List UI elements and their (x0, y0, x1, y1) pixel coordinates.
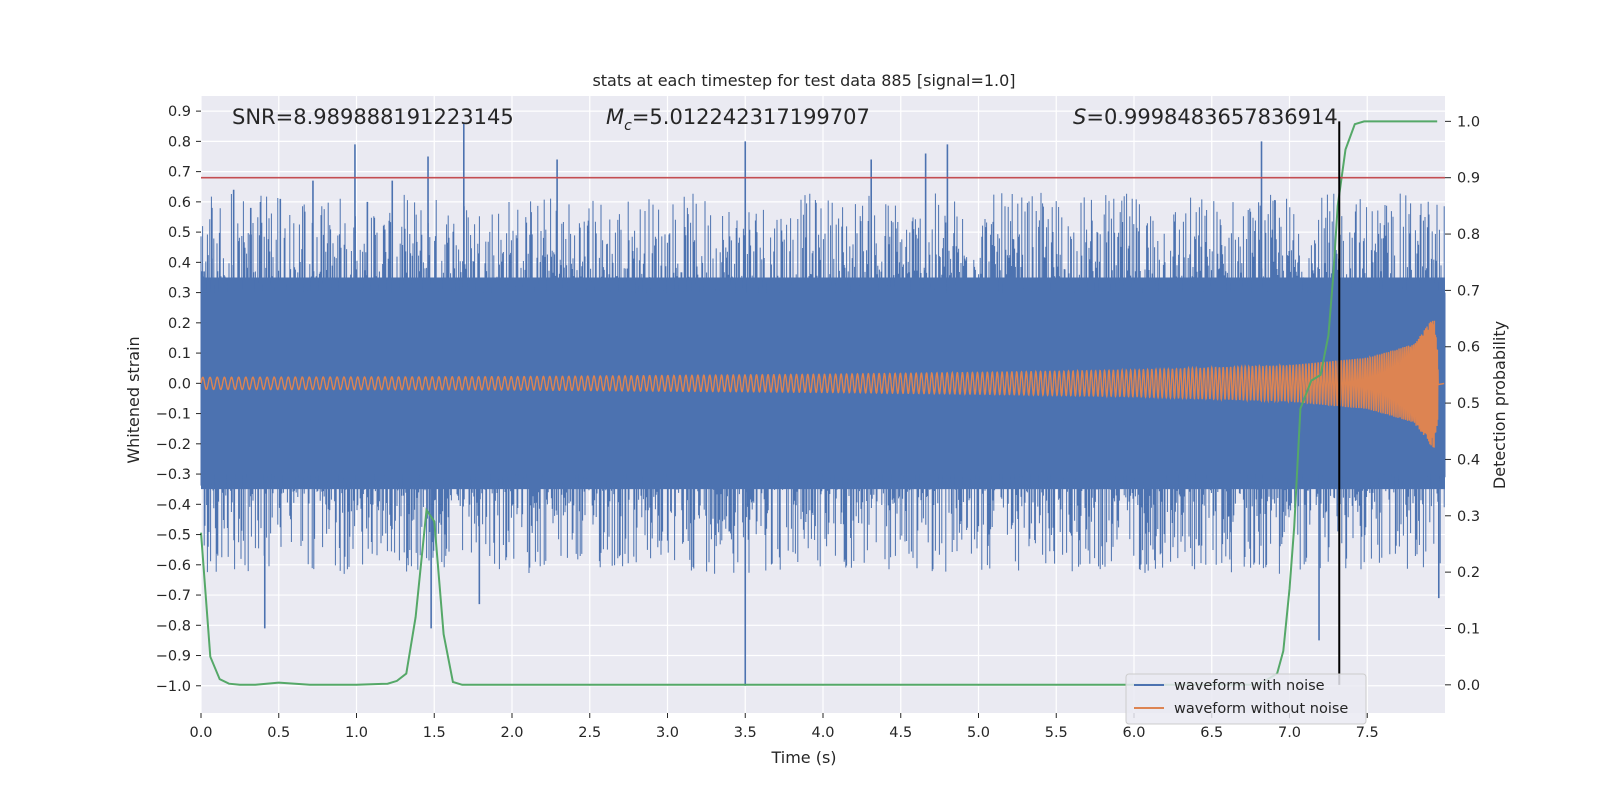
x-tick-label: 7.0 (1278, 725, 1301, 741)
y-tick-label: 0.4 (168, 255, 191, 271)
detection-probability-series (200, 120, 1438, 686)
y2-tick-label: 0.8 (1457, 227, 1480, 243)
x-tick-label: 4.0 (811, 725, 834, 741)
y2-tick-label: 0.2 (1457, 565, 1480, 581)
y2-axis-ticks: 1.0 0.9 0.8 0.7 0.6 0.5 0.4 0.3 0.2 0.1 0.0 (1445, 114, 1480, 694)
chart-title: stats at each timestep for test data 885… (592, 71, 1015, 90)
significance-value: =0.9998483657836914 (1086, 105, 1337, 129)
y-tick-label: 0.5 (168, 225, 191, 241)
x-tick-label: 2.0 (500, 725, 523, 741)
y-tick-label: −0.7 (156, 588, 191, 604)
y-tick-label: −1.0 (156, 679, 191, 695)
legend: waveform with noise waveform without noi… (1125, 673, 1367, 725)
plot-area (200, 120, 1446, 686)
y2-tick-label: 1.0 (1457, 114, 1480, 130)
x-tick-label: 3.0 (656, 725, 679, 741)
y-tick-label: −0.2 (156, 437, 191, 453)
y2-axis-label: Detection probability (1490, 321, 1509, 489)
y-tick-label: −0.1 (156, 407, 191, 423)
x-tick-label: 5.0 (967, 725, 990, 741)
y2-tick-label: 0.1 (1457, 621, 1480, 637)
y2-tick-label: 0.4 (1457, 452, 1480, 468)
x-axis-label: Time (s) (770, 748, 836, 767)
snr-annotation: SNR=8.989888191223145 (232, 105, 514, 129)
y-tick-label: −0.4 (156, 497, 191, 513)
chirp-mass-symbol: M (606, 105, 624, 129)
y2-tick-label: 0.0 (1457, 678, 1480, 694)
x-tick-label: 6.0 (1122, 725, 1145, 741)
y2-tick-label: 0.6 (1457, 340, 1480, 356)
y-axis-ticks: 0.9 0.8 0.7 0.6 0.5 0.4 0.3 0.2 0.1 0.0 −0.1 −0.2 −0… (156, 104, 201, 695)
significance-symbol: S (1073, 105, 1086, 129)
significance-annotation: S=0.9998483657836914 (1073, 105, 1338, 129)
y-tick-label: −0.3 (156, 467, 191, 483)
x-tick-label: 6.5 (1200, 725, 1223, 741)
x-tick-label: 7.5 (1356, 725, 1379, 741)
chirp-mass-annotation: Mc=5.012242317199707 (606, 105, 870, 134)
x-tick-label: 5.5 (1045, 725, 1068, 741)
chirp-mass-value: =5.012242317199707 (632, 105, 870, 129)
y-tick-label: 0.9 (168, 104, 191, 120)
x-tick-label: 4.5 (889, 725, 912, 741)
legend-label-noise: waveform with noise (1174, 678, 1325, 694)
x-tick-label: 0.5 (267, 725, 290, 741)
x-tick-label: 3.5 (734, 725, 757, 741)
legend-label-clean: waveform without noise (1174, 701, 1348, 717)
x-axis-ticks: 0.0 0.5 1.0 1.5 2.0 2.5 3.0 3.5 4.0 4.5 5.0 5.5 6.0 6… (189, 713, 1379, 741)
y2-tick-label: 0.5 (1457, 396, 1480, 412)
x-tick-label: 1.0 (345, 725, 368, 741)
y-tick-label: 0.0 (168, 376, 191, 392)
y-tick-label: 0.6 (168, 195, 191, 211)
y2-tick-label: 0.3 (1457, 509, 1480, 525)
legend-box (1125, 673, 1367, 725)
y-tick-label: 0.3 (168, 286, 191, 302)
y-tick-label: 0.2 (168, 316, 191, 332)
y-tick-label: −0.6 (156, 558, 191, 574)
x-tick-label: 1.5 (423, 725, 446, 741)
y2-tick-label: 0.7 (1457, 283, 1480, 299)
y-tick-label: −0.9 (156, 649, 191, 665)
chirp-mass-subscript: c (624, 118, 632, 134)
y-tick-label: −0.5 (156, 528, 191, 544)
x-tick-label: 2.5 (578, 725, 601, 741)
y-tick-label: −0.8 (156, 618, 191, 634)
y-tick-label: 0.8 (168, 134, 191, 150)
y-tick-label: 0.7 (168, 165, 191, 181)
y-tick-label: 0.1 (168, 346, 191, 362)
waveform-without-noise-series (200, 320, 1445, 448)
y-axis-label: Whitened strain (124, 336, 143, 463)
x-tick-label: 0.0 (189, 725, 212, 741)
y2-tick-label: 0.9 (1457, 171, 1480, 187)
